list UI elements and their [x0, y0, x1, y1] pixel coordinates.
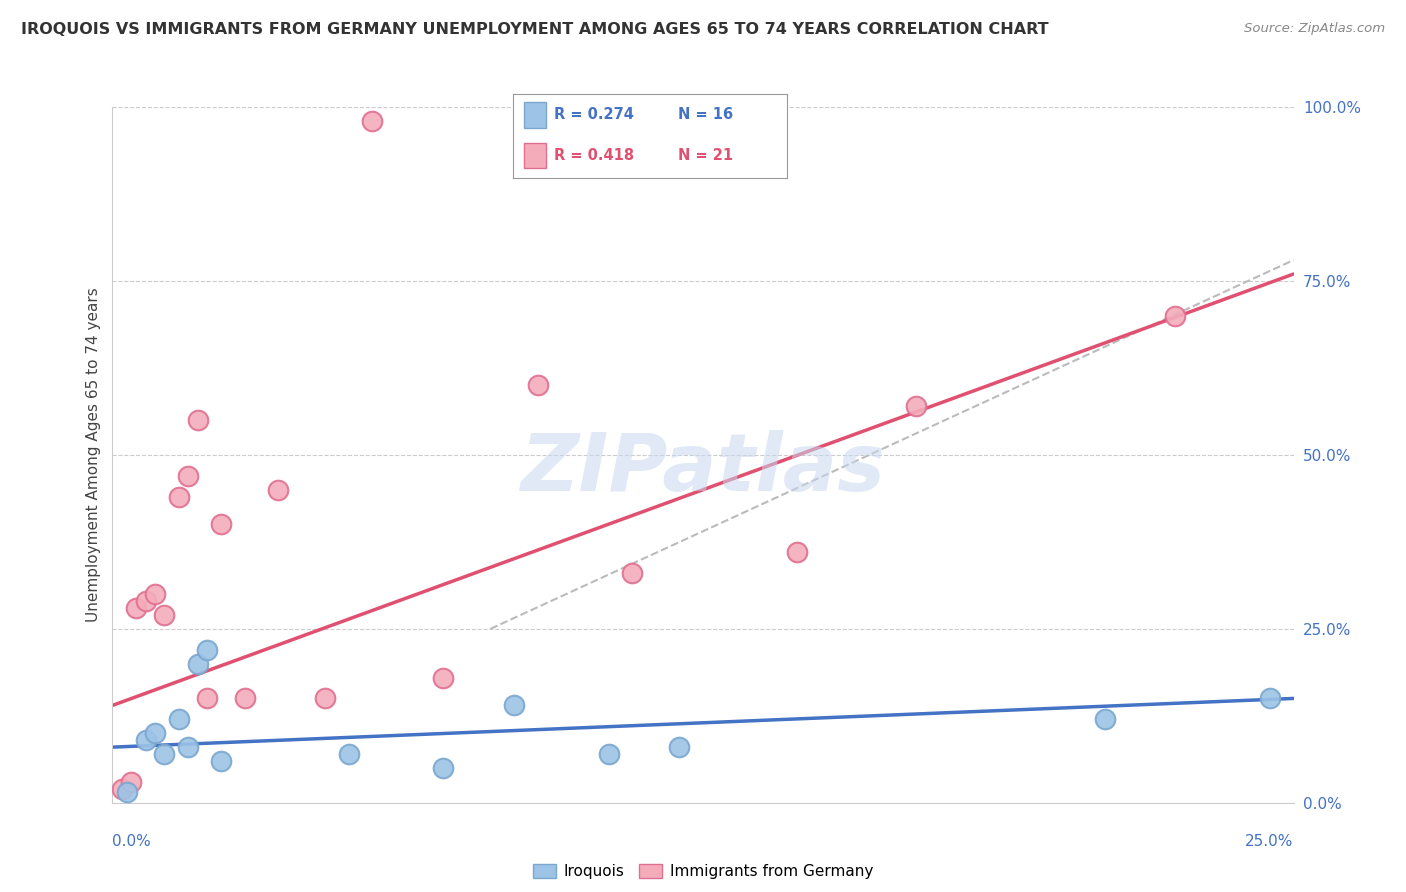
Point	[135, 594, 157, 608]
Point	[209, 754, 232, 768]
Text: R = 0.274: R = 0.274	[554, 107, 634, 122]
Point	[143, 726, 166, 740]
Point	[186, 413, 208, 427]
Point	[177, 468, 200, 483]
Point	[361, 114, 384, 128]
Point	[153, 607, 176, 622]
Legend: Iroquois, Immigrants from Germany: Iroquois, Immigrants from Germany	[527, 858, 879, 886]
Text: R = 0.418: R = 0.418	[554, 148, 634, 163]
Text: N = 16: N = 16	[678, 107, 733, 122]
Point	[1164, 309, 1187, 323]
Point	[233, 691, 256, 706]
Point	[432, 761, 454, 775]
Text: ZIPatlas: ZIPatlas	[520, 430, 886, 508]
Point	[786, 545, 808, 559]
Point	[153, 747, 176, 761]
Text: 0.0%: 0.0%	[112, 834, 152, 849]
Point	[177, 740, 200, 755]
Point	[314, 691, 336, 706]
Point	[120, 775, 142, 789]
Point	[167, 712, 190, 726]
Point	[167, 490, 190, 504]
Point	[1094, 712, 1116, 726]
Text: N = 21: N = 21	[678, 148, 733, 163]
Point	[432, 671, 454, 685]
Y-axis label: Unemployment Among Ages 65 to 74 years: Unemployment Among Ages 65 to 74 years	[86, 287, 101, 623]
Point	[267, 483, 290, 497]
Point	[668, 740, 690, 755]
Point	[195, 691, 218, 706]
Text: IROQUOIS VS IMMIGRANTS FROM GERMANY UNEMPLOYMENT AMONG AGES 65 TO 74 YEARS CORRE: IROQUOIS VS IMMIGRANTS FROM GERMANY UNEM…	[21, 22, 1049, 37]
Point	[621, 566, 644, 581]
Point	[209, 517, 232, 532]
Point	[115, 785, 138, 799]
Text: Source: ZipAtlas.com: Source: ZipAtlas.com	[1244, 22, 1385, 36]
Point	[143, 587, 166, 601]
Point	[526, 378, 548, 392]
Point	[1258, 691, 1281, 706]
Point	[195, 642, 218, 657]
Point	[337, 747, 360, 761]
Point	[111, 781, 134, 796]
Text: 25.0%: 25.0%	[1246, 834, 1294, 849]
Point	[125, 601, 148, 615]
Point	[135, 733, 157, 747]
Bar	[524, 102, 546, 128]
Bar	[524, 143, 546, 169]
Point	[503, 698, 526, 713]
Point	[598, 747, 620, 761]
Point	[904, 399, 927, 413]
Point	[186, 657, 208, 671]
